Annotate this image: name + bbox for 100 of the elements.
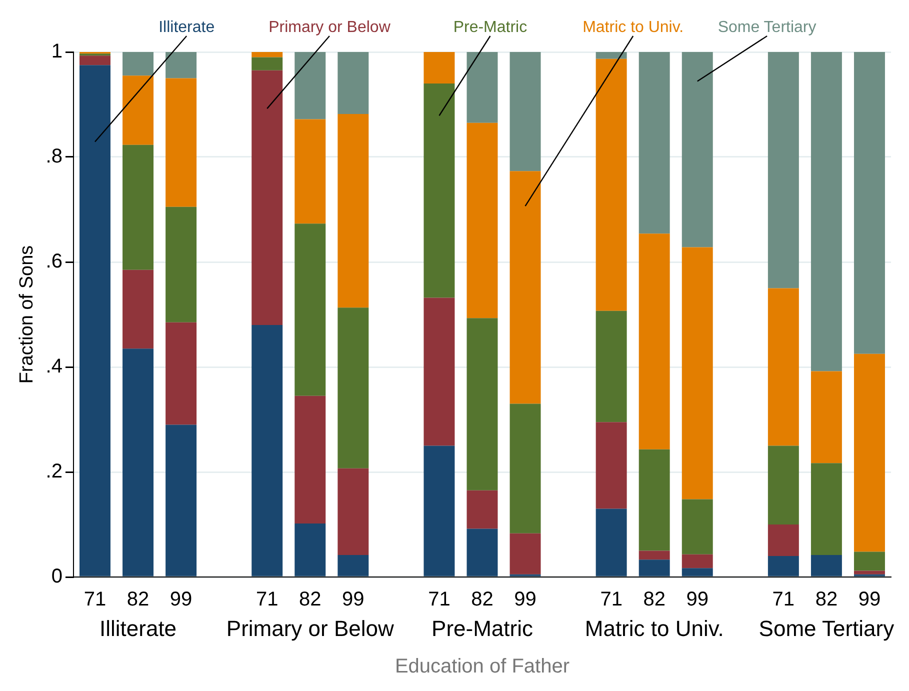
bar bbox=[810, 554, 842, 576]
bar bbox=[854, 52, 885, 354]
bar bbox=[294, 224, 326, 396]
x-tick-label: 82 bbox=[643, 588, 666, 611]
bar bbox=[638, 52, 670, 234]
text: Matric to Univ. bbox=[584, 616, 724, 642]
y-tick-label: .6 bbox=[46, 250, 62, 273]
x-tick-label: 71 bbox=[772, 588, 795, 611]
bar bbox=[252, 52, 283, 58]
bar bbox=[638, 234, 670, 450]
bar bbox=[466, 318, 498, 490]
bar bbox=[682, 247, 713, 500]
bar bbox=[252, 70, 283, 325]
bar bbox=[854, 570, 885, 574]
bar bbox=[166, 78, 197, 207]
bar bbox=[768, 52, 799, 288]
bar bbox=[510, 52, 541, 172]
bar bbox=[638, 560, 670, 576]
bar bbox=[854, 552, 885, 571]
bar bbox=[122, 348, 154, 576]
bar bbox=[166, 52, 197, 78]
bar bbox=[638, 449, 670, 551]
series-label: Some Tertiary bbox=[718, 19, 816, 36]
y-tick-label: .8 bbox=[46, 146, 62, 168]
bar bbox=[294, 396, 326, 524]
bar bbox=[810, 52, 842, 372]
x-tick-label: 82 bbox=[299, 588, 322, 611]
bar bbox=[510, 404, 541, 534]
text: Some Tertiary bbox=[758, 616, 894, 642]
x-axis-title: Education of Father bbox=[394, 656, 570, 678]
bar bbox=[294, 52, 326, 120]
bar bbox=[682, 52, 713, 248]
text: Primary or Below bbox=[226, 616, 394, 642]
bar bbox=[768, 446, 799, 524]
bar bbox=[294, 523, 326, 576]
bar bbox=[424, 298, 455, 446]
text: Pre-Matric bbox=[453, 19, 528, 36]
bar bbox=[596, 52, 627, 59]
bar bbox=[768, 288, 799, 446]
bar bbox=[338, 468, 369, 555]
bar bbox=[596, 508, 627, 576]
x-tick-label: 82 bbox=[126, 588, 150, 611]
bar bbox=[338, 52, 369, 114]
bar bbox=[466, 528, 498, 576]
text: Illiterate bbox=[158, 19, 215, 36]
bar bbox=[682, 554, 713, 568]
bar bbox=[466, 52, 498, 123]
bar bbox=[510, 171, 541, 404]
x-tick-label: 82 bbox=[471, 588, 494, 611]
x-tick-label: 99 bbox=[342, 588, 364, 611]
x-tick-label: 99 bbox=[514, 588, 536, 611]
bar bbox=[80, 65, 110, 576]
y-tick-label: .4 bbox=[46, 356, 62, 378]
bar bbox=[596, 58, 627, 311]
bar bbox=[810, 371, 842, 464]
bar bbox=[166, 322, 197, 425]
bar bbox=[166, 424, 197, 576]
x-tick-label: 99 bbox=[858, 588, 881, 611]
bar bbox=[682, 499, 713, 554]
bar bbox=[424, 52, 455, 84]
bar bbox=[338, 308, 369, 468]
text: Primary or Below bbox=[268, 19, 391, 36]
y-tick-label: 0 bbox=[51, 566, 62, 588]
bar bbox=[510, 533, 541, 574]
bar bbox=[252, 325, 283, 576]
bar bbox=[596, 310, 627, 422]
bar bbox=[338, 114, 369, 308]
bar bbox=[854, 354, 885, 552]
bar bbox=[338, 554, 369, 576]
bar bbox=[638, 550, 670, 560]
bar bbox=[682, 568, 713, 576]
x-tick-label: 71 bbox=[256, 588, 278, 611]
text: Pre-Matric bbox=[432, 616, 533, 642]
x-tick-label: 71 bbox=[84, 588, 106, 611]
bar bbox=[122, 144, 154, 270]
bar bbox=[122, 76, 154, 145]
bar bbox=[768, 556, 799, 576]
text: Illiterate bbox=[99, 616, 177, 642]
y-tick-label: 1 bbox=[51, 40, 62, 63]
x-tick-label: 82 bbox=[815, 588, 838, 611]
bar bbox=[166, 206, 197, 322]
bar bbox=[810, 463, 842, 555]
x-tick-label: 71 bbox=[600, 588, 622, 611]
bar bbox=[424, 446, 455, 576]
x-tick-label: 99 bbox=[686, 588, 708, 611]
x-tick-label: 99 bbox=[170, 588, 192, 611]
bar bbox=[466, 122, 498, 318]
bar bbox=[424, 84, 455, 298]
bar bbox=[122, 52, 154, 76]
bar bbox=[294, 119, 326, 224]
bar bbox=[466, 490, 498, 529]
bar bbox=[252, 57, 283, 70]
bar bbox=[596, 422, 627, 509]
bar bbox=[80, 56, 110, 66]
y-axis-title: Fraction of Sons bbox=[16, 245, 38, 384]
bar bbox=[122, 270, 154, 349]
series-label: Matric to Univ. bbox=[582, 19, 684, 36]
x-tick-label: 71 bbox=[428, 588, 450, 611]
bar bbox=[768, 524, 799, 556]
y-tick-label: .2 bbox=[46, 460, 62, 483]
